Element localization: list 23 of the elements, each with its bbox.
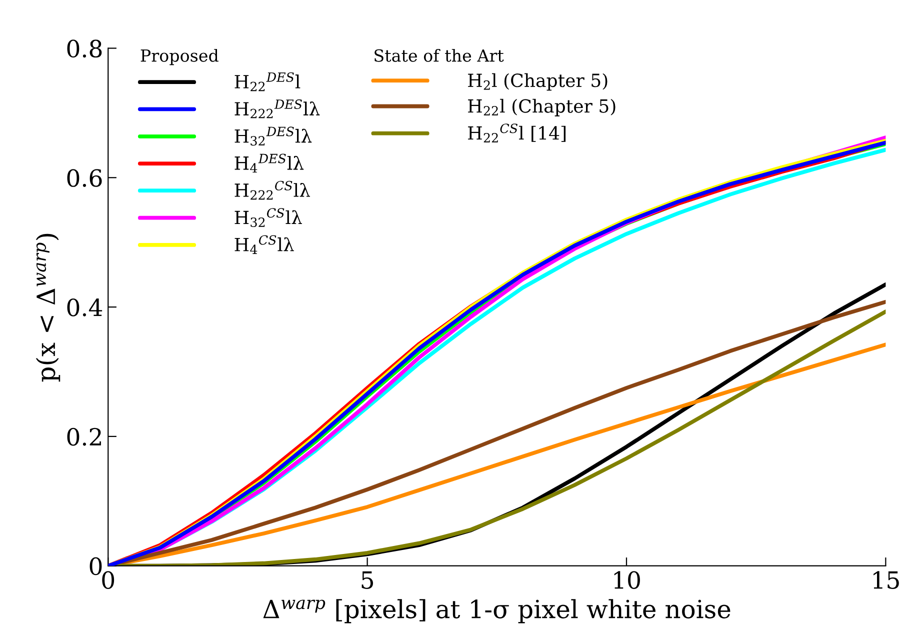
legend-label: H$_{32}$$^{CS}$lλ: [234, 208, 302, 228]
legend-label: H$_{22}$$^{DES}$l: [234, 72, 300, 92]
x-tick-label: 0: [102, 571, 114, 589]
x-axis-title: Δ$^{warp}$ [pixels] at 1-σ pixel white noise: [263, 599, 730, 624]
y-tick-label: 0: [90, 557, 102, 576]
legend-label: H$_{4}$$^{DES}$lλ: [234, 154, 304, 173]
legend-label: H$_{222}$$^{DES}$lλ: [234, 99, 320, 118]
x-tick-label: 5: [362, 571, 373, 589]
x-tick-label: 15: [874, 571, 899, 589]
y-tick-label: 0.8: [67, 40, 102, 58]
annotation: State of the Art: [374, 48, 504, 62]
legend-label: H$_{222}$$^{CS}$lλ: [234, 180, 310, 200]
annotation: Proposed: [140, 48, 218, 66]
y-axis-title: p(x < Δ$^{warp}$): [36, 234, 60, 382]
y-tick-label: 0.4: [67, 298, 102, 316]
legend-label: H$_{4}$$^{CS}$lλ: [234, 235, 294, 254]
y-tick-label: 0.6: [67, 169, 102, 187]
legend-label: H$_{32}$$^{DES}$lλ: [234, 126, 312, 146]
y-tick-label: 0.2: [67, 428, 101, 446]
legend-label: H$_{2}$l (Chapter 5): [468, 73, 608, 91]
legend-label: H$_{22}$l (Chapter 5): [468, 98, 616, 116]
x-tick-label: 10: [614, 571, 640, 589]
legend-label: H$_{22}$$^{CS}$l [14]: [468, 124, 566, 142]
